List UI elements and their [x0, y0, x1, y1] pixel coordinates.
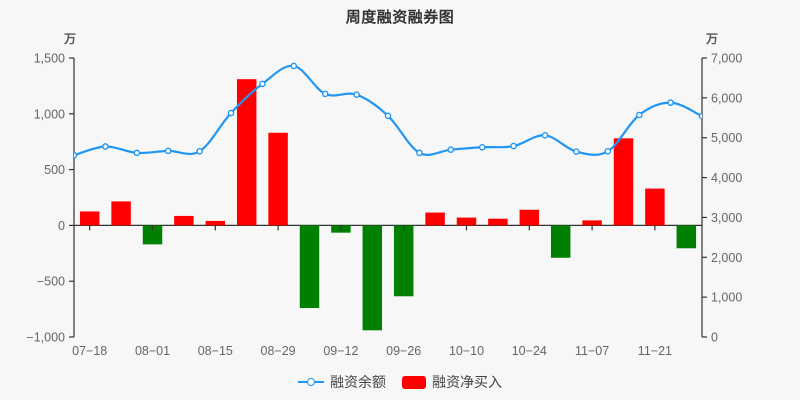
left-axis-tick-label: −1,000: [26, 331, 65, 345]
line-data-point[interactable]: [353, 91, 360, 98]
left-axis-unit-label: 万: [64, 32, 77, 46]
bar[interactable]: [519, 209, 540, 226]
bar[interactable]: [393, 225, 414, 297]
bar[interactable]: [268, 132, 288, 226]
right-axis-tick-label: 2,000: [711, 251, 742, 265]
line-data-point[interactable]: [698, 112, 704, 120]
right-axis-tick-label: 7,000: [711, 52, 742, 66]
bar[interactable]: [582, 220, 602, 226]
line-data-point[interactable]: [667, 99, 674, 106]
bar[interactable]: [205, 220, 226, 226]
right-axis-tick-label: 1,000: [711, 291, 742, 305]
line-data-point[interactable]: [290, 62, 298, 70]
legend-label-netbuy: 融资净买入: [432, 374, 502, 390]
right-axis-tick-label: 6,000: [711, 91, 742, 105]
bar[interactable]: [236, 79, 257, 226]
line-data-point[interactable]: [71, 151, 78, 159]
x-axis-tick-label: 11−07: [575, 344, 609, 358]
x-axis-tick-label: 08−15: [198, 344, 233, 358]
line-data-point[interactable]: [102, 143, 109, 150]
line-data-point[interactable]: [635, 111, 643, 119]
line-series-balance: [71, 62, 704, 159]
right-axis-tick-label: 3,000: [711, 211, 742, 225]
bar[interactable]: [79, 211, 100, 226]
line-data-point[interactable]: [227, 109, 235, 117]
bar[interactable]: [142, 225, 163, 245]
x-axis-tick-label: 08−01: [135, 344, 170, 358]
x-axis-tick-label: 08−29: [261, 344, 296, 358]
line-data-point[interactable]: [447, 146, 455, 153]
right-axis-tick-label: 5,000: [711, 131, 742, 145]
square-swatch-icon: [402, 375, 426, 389]
bar[interactable]: [174, 215, 194, 226]
bar[interactable]: [456, 217, 477, 226]
left-axis-tick-label: 1,000: [34, 107, 65, 121]
line-data-point[interactable]: [384, 112, 392, 120]
bar[interactable]: [645, 188, 665, 226]
page-title: 周度融资融券图: [345, 9, 455, 26]
line-data-point[interactable]: [259, 80, 266, 88]
x-axis-tick-label: 11−21: [638, 344, 672, 358]
right-axis-tick-label: 4,000: [711, 171, 742, 185]
x-axis-tick-label: 09−12: [323, 344, 358, 358]
line-data-point[interactable]: [196, 147, 203, 155]
bar[interactable]: [362, 225, 383, 331]
line-data-point[interactable]: [541, 132, 549, 139]
line-data-point[interactable]: [133, 149, 141, 157]
left-axis-tick-label: 1,500: [34, 52, 65, 66]
line-marker-icon: [298, 376, 324, 388]
legend-label-balance: 融资余额: [330, 374, 386, 390]
right-axis-unit-label: 万: [706, 32, 719, 46]
line-data-point[interactable]: [604, 147, 612, 155]
x-axis-tick-label: 10−24: [512, 344, 547, 358]
bar[interactable]: [676, 225, 697, 249]
line-data-point[interactable]: [510, 142, 517, 150]
left-axis-tick-label: 500: [44, 163, 65, 177]
left-axis-tick-label: 0: [58, 219, 65, 233]
left-axis-tick-label: −500: [37, 275, 65, 289]
legend: 融资余额 融资净买入: [0, 372, 800, 392]
line-data-point[interactable]: [164, 147, 172, 155]
bar[interactable]: [488, 218, 508, 226]
x-axis-tick-label: 07−18: [72, 344, 107, 358]
bar[interactable]: [613, 138, 634, 226]
x-axis-tick-label: 10−10: [449, 344, 484, 358]
bar[interactable]: [425, 212, 445, 226]
line-data-point[interactable]: [416, 149, 423, 157]
bar[interactable]: [299, 225, 320, 308]
line-data-point[interactable]: [321, 90, 329, 98]
line-data-point[interactable]: [573, 148, 580, 155]
bar[interactable]: [550, 225, 571, 258]
legend-item-balance[interactable]: 融资余额: [298, 372, 386, 392]
bar[interactable]: [111, 201, 131, 226]
right-axis-tick-label: 0: [711, 331, 718, 345]
line-data-point[interactable]: [478, 143, 486, 151]
x-axis-tick-label: 09−26: [386, 344, 421, 358]
legend-item-netbuy[interactable]: 融资净买入: [402, 372, 502, 392]
